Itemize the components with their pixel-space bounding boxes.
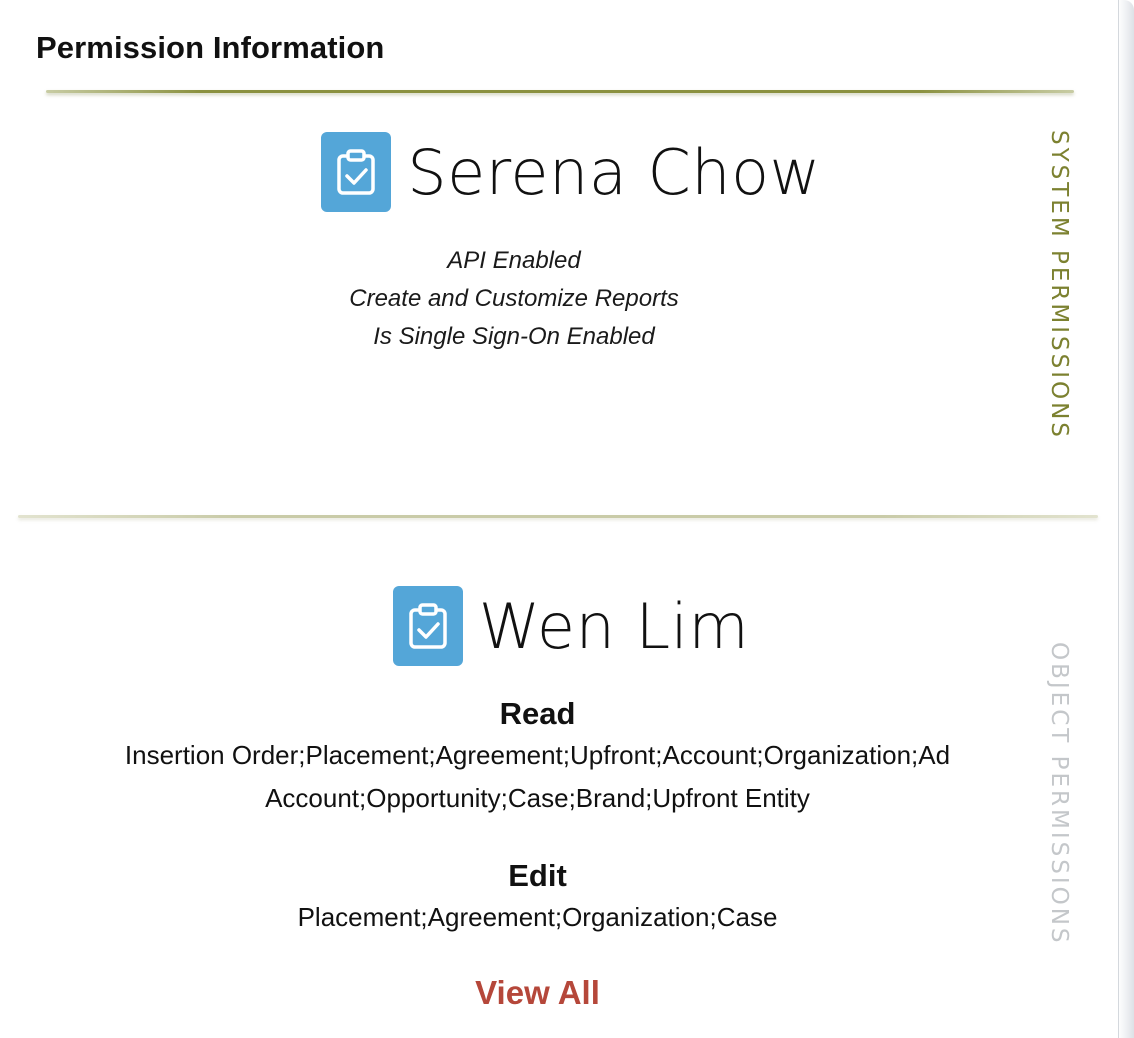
edit-permissions: Edit Placement;Agreement;Organization;Ca… <box>0 856 1075 939</box>
view-all-link[interactable]: View All <box>475 974 600 1011</box>
system-permission-list: API Enabled Create and Customize Reports… <box>0 242 1028 356</box>
section-divider <box>18 515 1098 518</box>
person-header: Wen Lim <box>21 586 1121 666</box>
read-heading: Read <box>499 696 576 731</box>
system-permissions-section: Serena Chow API Enabled Create and Custo… <box>0 90 1100 518</box>
scrollbar[interactable] <box>1118 0 1134 1038</box>
read-permissions: Read Insertion Order;Placement;Agreement… <box>0 694 1075 820</box>
clipboard-check-icon <box>321 132 392 212</box>
person-header: Serena Chow <box>21 132 1121 212</box>
card-title: Permission Information <box>36 30 385 65</box>
edit-object-list: Placement;Agreement;Organization;Case <box>297 902 778 932</box>
permission-item: API Enabled <box>447 247 581 274</box>
permission-item: Is Single Sign-On Enabled <box>373 323 655 350</box>
read-object-list: Insertion Order;Placement;Agreement;Upfr… <box>124 740 951 813</box>
edit-heading: Edit <box>508 858 567 893</box>
permission-item: Create and Customize Reports <box>349 285 679 312</box>
person-name: Wen Lim <box>478 589 750 663</box>
tab-object-permissions[interactable]: OBJECT PERMISSIONS <box>1046 642 1072 946</box>
object-permissions-section: Wen Lim Read Insertion Order;Placement;A… <box>0 515 1100 1038</box>
clipboard-check-icon <box>392 586 463 666</box>
tab-system-permissions[interactable]: SYSTEM PERMISSIONS <box>1046 130 1072 440</box>
section-divider <box>46 90 1074 93</box>
person-name: Serena Chow <box>407 135 821 209</box>
